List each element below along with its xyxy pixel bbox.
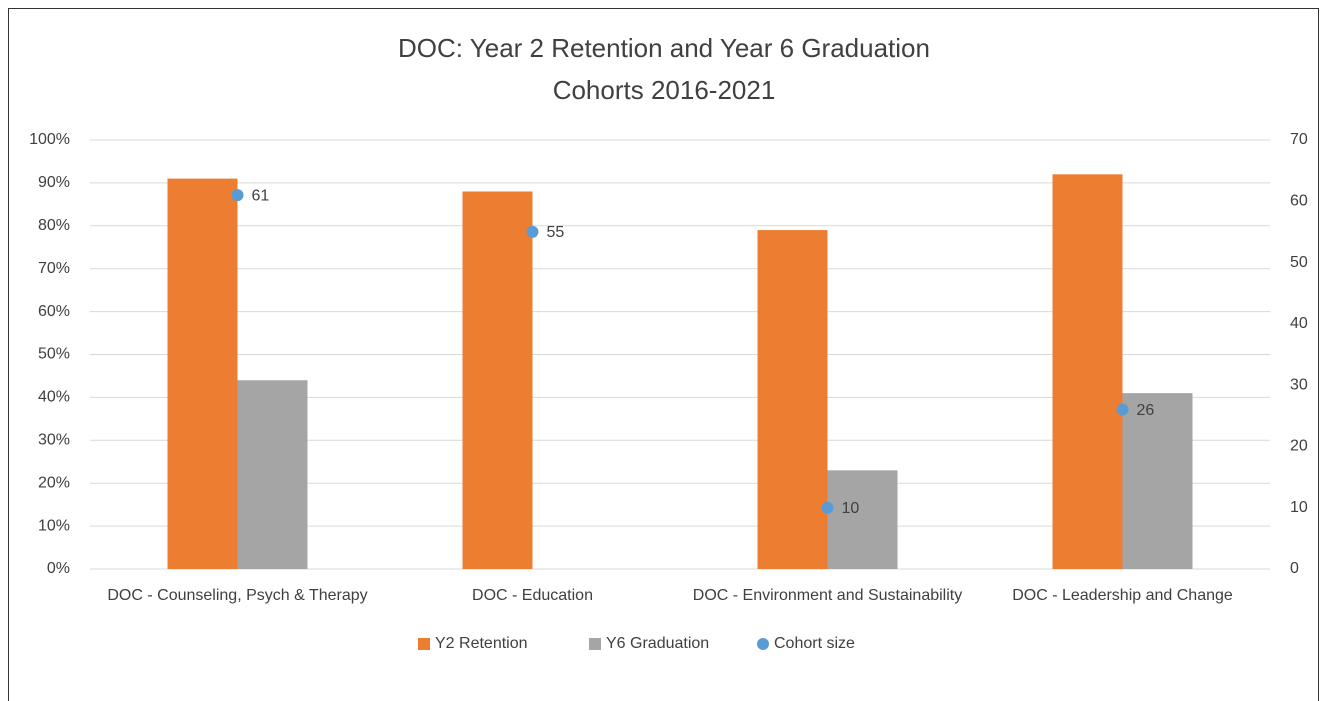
x-tick-label: DOC - Leadership and Change [1012,587,1233,604]
bar [462,191,533,570]
y2-tick-label: 30 [1290,376,1308,393]
bar [1122,393,1193,569]
bar [827,470,898,569]
data-label: 26 [1137,402,1155,419]
y-tick-label: 50% [38,346,70,363]
data-label: 55 [547,224,565,241]
y-tick-label: 40% [38,389,70,406]
legend-label: Y6 Graduation [606,635,709,652]
y-tick-label: 80% [38,217,70,234]
y2-tick-label: 0 [1290,560,1299,577]
y-tick-label: 90% [38,174,70,191]
legend-swatch [757,638,769,650]
legend-swatch [418,638,430,650]
bar [757,230,828,569]
x-tick-label: DOC - Counseling, Psych & Therapy [107,587,368,604]
data-label: 10 [842,500,860,517]
bar [167,178,238,570]
y2-tick-label: 50 [1290,254,1308,271]
y-tick-label: 30% [38,432,70,449]
bar [237,380,308,569]
y-tick-label: 100% [29,131,70,148]
legend-label: Cohort size [774,635,855,652]
y-tick-label: 20% [38,474,70,491]
y-tick-label: 70% [38,260,70,277]
chart-border [8,8,1319,701]
y-tick-label: 10% [38,517,70,534]
y-tick-label: 0% [47,560,70,577]
y2-tick-label: 10 [1290,499,1308,516]
cohort-point [231,189,244,202]
y2-tick-label: 60 [1290,193,1308,210]
legend-label: Y2 Retention [435,635,528,652]
cohort-point [821,501,834,514]
legend-swatch [589,638,601,650]
data-label: 61 [252,187,270,204]
cohort-point [1116,403,1129,416]
y-tick-label: 60% [38,303,70,320]
cohort-point [526,225,539,238]
y2-tick-label: 20 [1290,438,1308,455]
chart-title: DOC: Year 2 Retention and Year 6 Graduat… [398,33,930,63]
chart-subtitle: Cohorts 2016-2021 [553,75,776,105]
x-tick-label: DOC - Education [472,587,593,604]
y2-tick-label: 70 [1290,131,1308,148]
bar [1052,174,1123,569]
y2-tick-label: 40 [1290,315,1308,332]
x-tick-label: DOC - Environment and Sustainability [692,587,963,604]
